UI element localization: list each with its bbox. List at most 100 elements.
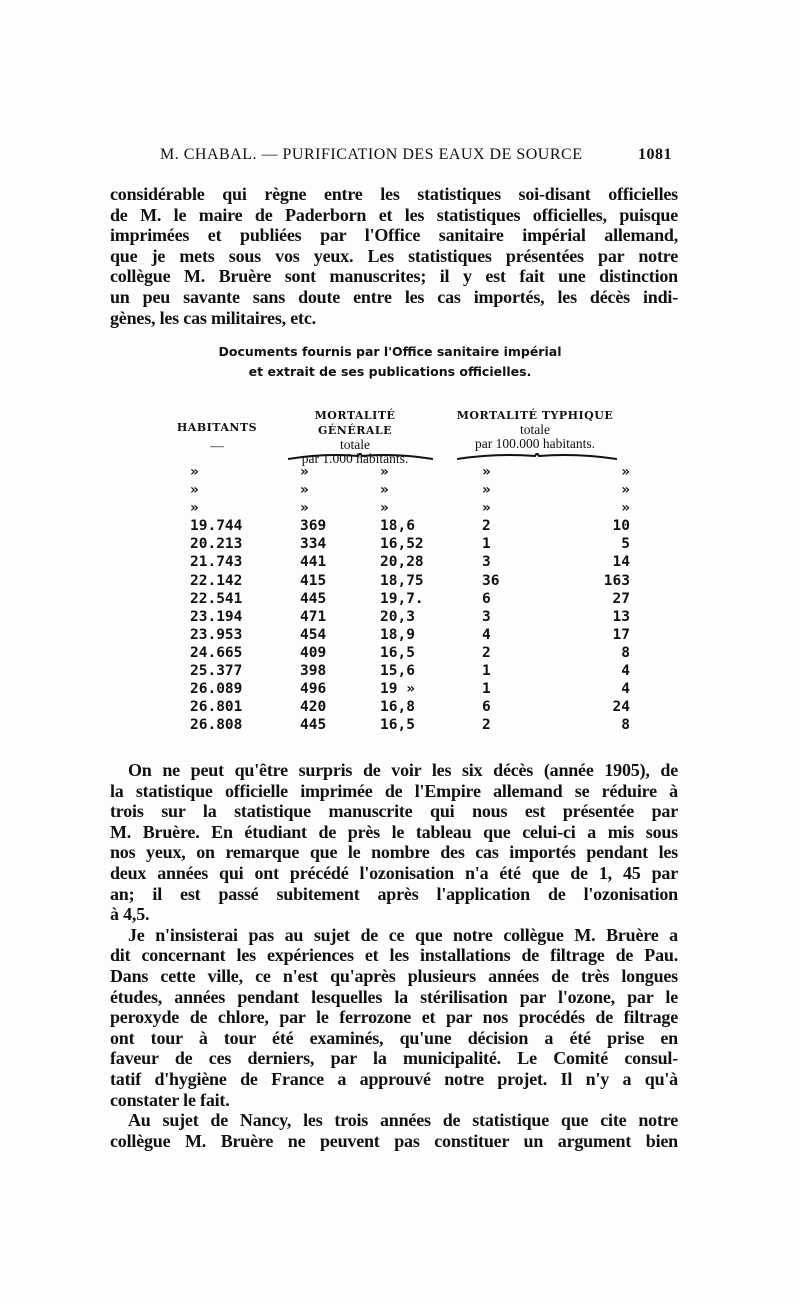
table-cell: 18,9 (380, 626, 415, 643)
table-cell: 22.142 (190, 572, 243, 589)
table-cell: 22.541 (190, 590, 243, 607)
table-title-line: et extrait de ses publications officiell… (248, 364, 532, 379)
table-cell: » (482, 500, 491, 517)
table-cell: 24.665 (190, 644, 243, 661)
text-line: gènes, les cas militaires, etc. (110, 307, 316, 328)
text-line: On ne peut qu'être surpris de voir les s… (128, 760, 678, 780)
intro-paragraph: considérable qui règne entre les statist… (110, 184, 678, 328)
table-row: 23.194 471 20,3 3 13 (190, 608, 630, 626)
table-cell: 1 (482, 663, 491, 680)
table-cell: 6 (482, 590, 491, 607)
text-line: à 4,5. (110, 904, 150, 925)
col-header-mortalite-typhique: MORTALITÉ TYPHIQUE totale par 100.000 ha… (450, 408, 620, 451)
table-cell: 16,8 (380, 699, 415, 716)
table-row: 19.744 369 18,6 2 10 (190, 517, 630, 535)
text-line: que je mets sous vos yeux. Les statistiq… (110, 245, 678, 266)
text-line: dit concernant les expériences et les in… (110, 945, 678, 966)
table-title-line: Documents fournis par l'Office sanitaire… (218, 344, 562, 359)
text-line: ont tour à tour été examinés, qu'une déc… (110, 1027, 678, 1048)
text-line: imprimées et publiées par l'Office sanit… (110, 225, 678, 246)
table-cell: 10 (612, 518, 630, 535)
running-header: M. CHABAL. — PURIFICATION DES EAUX DE SO… (160, 146, 672, 164)
paragraph: Je n'insisterai pas au sujet de ce que n… (110, 925, 678, 1110)
paragraph: On ne peut qu'être surpris de voir les s… (110, 760, 678, 925)
table-cell: 25.377 (190, 663, 243, 680)
table-cell: 20.213 (190, 536, 243, 553)
table-cell: » (621, 500, 630, 517)
table-cell: 23.953 (190, 626, 243, 643)
table-cell: 23.194 (190, 608, 243, 625)
table-cell: 409 (300, 644, 327, 661)
table-cell: 2 (482, 644, 491, 661)
table-cell: 19,7. (380, 590, 424, 607)
table-cell: 19.744 (190, 518, 243, 535)
table-row: 21.743 441 20,28 3 14 (190, 553, 630, 571)
table-row: 22.541 445 19,7. 6 27 (190, 590, 630, 608)
table-cell: 16,52 (380, 536, 424, 553)
text-line: Au sujet de Nancy, les trois années de s… (128, 1110, 678, 1131)
table-cell: 14 (612, 554, 630, 571)
table-cell: 20,28 (380, 554, 424, 571)
table-row: 26.808 445 16,5 2 8 (190, 716, 630, 734)
table-cell: » (300, 500, 309, 517)
table-cell: 441 (300, 554, 327, 571)
table-cell: 18,6 (380, 518, 415, 535)
table-cell: » (482, 464, 491, 480)
text-line: Je n'insisterai pas au sujet de ce que n… (128, 924, 678, 945)
paragraph: Au sujet de Nancy, les trois années de s… (110, 1110, 678, 1151)
table-cell: » (300, 482, 309, 499)
table-cell: 19 » (380, 681, 415, 698)
statistics-table: »»»»»»»»»»»»»»» 19.744 369 18,6 2 10 20.213 334… (190, 463, 630, 734)
text-line: an; il est passé subitement après l'appl… (110, 883, 678, 904)
table-cell: 163 (603, 572, 630, 589)
table-cell: 1 (482, 536, 491, 553)
text-line: la statistique officielle imprimée de l'… (110, 780, 678, 801)
brace-mortalite-typhique (457, 453, 617, 460)
table-cell: 18,75 (380, 572, 424, 589)
col-header-sub: totale (340, 437, 370, 452)
table-cell: 8 (621, 717, 630, 734)
table-cell: 1 (482, 681, 491, 698)
table-cell: 16,5 (380, 717, 415, 734)
table-cell: 2 (482, 717, 491, 734)
text-line: considérable qui règne entre les statist… (110, 184, 678, 204)
table-cell: 20,3 (380, 608, 415, 625)
text-line: nos yeux, on remarque que le nombre des … (110, 842, 678, 863)
table-row: 26.801 420 16,8 6 24 (190, 698, 630, 716)
table-cell: » (380, 500, 389, 517)
text-line: trois sur la statistique manuscrite qui … (110, 801, 678, 822)
col-header-sub: totale (520, 422, 550, 437)
table-cell: 3 (482, 554, 491, 571)
col-header-dash: — (210, 438, 224, 453)
table-cell: » (300, 464, 309, 480)
table-cell: 4 (621, 681, 630, 698)
table-cell: 26.801 (190, 699, 243, 716)
text-line: collègue M. Bruère ne peuvent pas consti… (110, 1130, 678, 1151)
text-line: constater le fait. (110, 1089, 230, 1110)
table-cell: 17 (612, 626, 630, 643)
table-cell: 2 (482, 518, 491, 535)
table-title: Documents fournis par l'Office sanitaire… (150, 342, 630, 382)
table-cell: 334 (300, 536, 327, 553)
table-cell: » (190, 500, 199, 517)
table-row: 20.213 334 16,52 1 5 (190, 535, 630, 553)
table-row: 22.142 415 18,75 36 163 (190, 572, 630, 590)
text-line: faveur de ces derniers, par la municipal… (110, 1048, 678, 1069)
table-cell: 24 (612, 699, 630, 716)
running-title: M. CHABAL. — PURIFICATION DES EAUX DE SO… (160, 146, 583, 163)
col-header-label: HABITANTS (176, 421, 258, 434)
page-number: 1081 (638, 146, 672, 163)
text-line: études, années pendant lesquelles la sté… (110, 986, 678, 1007)
table-cell: 415 (300, 572, 327, 589)
table-cell: » (621, 482, 630, 499)
text-line: M. Bruère. En étudiant de près le tablea… (110, 821, 678, 842)
col-header-label: MORTALITÉ TYPHIQUE (456, 409, 614, 422)
table-cell: 8 (621, 644, 630, 661)
text-line: collègue M. Bruère sont manuscrites; il … (110, 266, 678, 287)
table-row: » » » » » (190, 463, 630, 481)
table-cell: 15,6 (380, 663, 415, 680)
text-line: Dans cette ville, ce n'est qu'après plus… (110, 965, 678, 986)
table-cell: » (380, 482, 389, 499)
table-cell: 13 (612, 608, 630, 625)
